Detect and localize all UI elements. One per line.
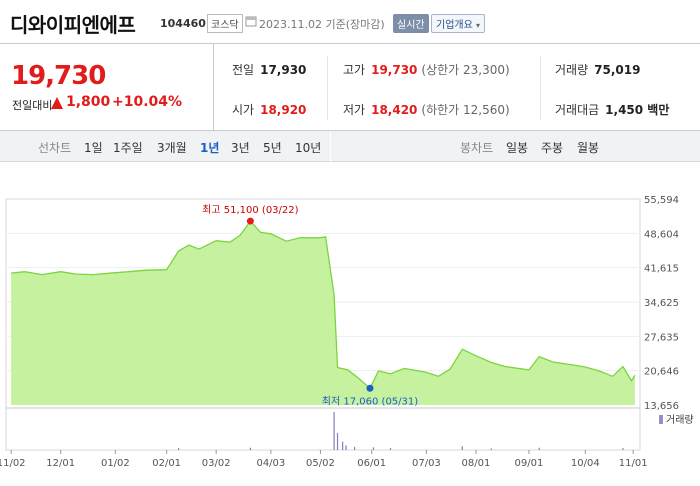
price-line <box>11 220 636 390</box>
change-label: 전일대비 <box>12 99 53 112</box>
open-price: 시가 18,920 <box>232 101 306 118</box>
chevron-down-icon: ▾ <box>476 21 481 30</box>
high-value: 19,730 <box>371 63 418 77</box>
price-area <box>11 221 635 405</box>
volume-bar <box>372 447 375 450</box>
price-change: 1,800 <box>66 94 111 110</box>
y-tick-label: 20,646 <box>644 367 679 378</box>
high-annotation: 최고 51,100 (03/22) <box>202 204 298 216</box>
divider <box>327 56 328 120</box>
x-tick-label: 04/03 <box>256 458 285 469</box>
tab-10y[interactable]: 10년 <box>295 141 322 155</box>
volume-bar <box>342 441 344 450</box>
y-tick-label: 48,604 <box>644 229 679 240</box>
line-chart-title: 선차트 <box>38 141 72 155</box>
price-change-percent: +10.04% <box>112 94 183 110</box>
company-overview-dropdown[interactable]: 기업개요 ▾ <box>431 14 486 33</box>
volume-bar <box>336 432 339 450</box>
volume-value: 75,019 <box>594 63 641 77</box>
x-tick-label: 07/03 <box>412 458 441 469</box>
tab-weekly[interactable]: 주봉 <box>541 141 564 155</box>
x-tick-label: 02/01 <box>152 458 181 469</box>
current-price: 19,730 <box>11 61 106 91</box>
volume-label: 거래량 <box>666 414 694 426</box>
high-marker <box>246 217 254 225</box>
low-marker <box>366 384 374 392</box>
candle-chart-title: 봉차트 <box>460 141 494 155</box>
tab-1w[interactable]: 1주일 <box>113 141 143 155</box>
volume-bar <box>333 412 335 450</box>
low-label: 저가 <box>343 103 366 117</box>
x-tick-label: 01/02 <box>101 458 130 469</box>
x-tick-label: 06/01 <box>357 458 386 469</box>
base-date: 2023.11.02 기준(장마감) <box>259 18 385 31</box>
tab-monthly[interactable]: 월봉 <box>577 141 600 155</box>
volume-bar <box>249 447 251 450</box>
volume-bar <box>490 448 492 450</box>
open-value: 18,920 <box>260 103 307 117</box>
y-tick-label: 55,594 <box>644 195 679 206</box>
x-tick-label: 10/04 <box>571 458 600 469</box>
volume-bar <box>461 446 463 450</box>
y-tick-label: 34,625 <box>644 298 679 309</box>
x-tick-label: 11/02 <box>0 458 26 469</box>
stock-header: 디와이피엔에프 104460 코스닥 2023.11.02 기준(장마감) 실시… <box>0 0 700 44</box>
volume-bar <box>345 445 347 450</box>
up-arrow-icon <box>51 97 63 109</box>
tab-1y[interactable]: 1년 <box>200 141 220 155</box>
y-tick-label: 27,635 <box>644 332 679 343</box>
current-price-panel: 19,730 전일대비 1,800 +10.04% <box>0 44 214 131</box>
amount-label: 거래대금 <box>555 103 600 117</box>
x-tick-label: 09/01 <box>515 458 544 469</box>
stock-code: 104460 <box>160 17 206 30</box>
high-label: 고가 <box>343 63 366 77</box>
low-annotation: 최저 17,060 (05/31) <box>322 395 418 407</box>
tab-3y[interactable]: 3년 <box>231 141 250 155</box>
calendar-icon <box>245 16 257 27</box>
volume-bar <box>354 446 356 450</box>
chart-period-tabs: 선차트 1일 1주일 3개월 1년 3년 5년 10년 봉차트 일봉 주봉 월봉 <box>0 131 700 162</box>
high-price: 고가 19,730 (상한가 23,300) <box>343 61 510 78</box>
divider <box>540 56 541 120</box>
price-chart[interactable]: 55,594 48,604 41,615 34,625 27,635 20,646 13,6… <box>0 162 700 486</box>
x-tick-label: 03/02 <box>202 458 231 469</box>
tab-daily[interactable]: 일봉 <box>506 141 529 155</box>
volume: 거래량 75,019 <box>555 61 640 78</box>
volume-label: 거래량 <box>555 63 589 77</box>
x-tick-label: 08/01 <box>462 458 491 469</box>
prev-close: 전일 17,930 <box>232 61 306 78</box>
x-tick-label: 05/02 <box>306 458 335 469</box>
tab-3m[interactable]: 3개월 <box>157 141 187 155</box>
x-tick-label: 11/01 <box>619 458 648 469</box>
company-overview-label: 기업개요 <box>436 20 473 31</box>
low-value: 18,420 <box>371 103 418 117</box>
realtime-button[interactable]: 실시간 <box>393 14 429 33</box>
prev-close-label: 전일 <box>232 63 255 77</box>
price-summary: 19,730 전일대비 1,800 +10.04% 전일 17,930 고가 19,… <box>0 44 700 131</box>
lower-limit: (하한가 12,560) <box>421 103 510 117</box>
low-price: 저가 18,420 (하한가 12,560) <box>343 101 510 118</box>
volume-bar <box>622 448 624 450</box>
y-tick-label: 13,656 <box>644 401 679 412</box>
open-label: 시가 <box>232 103 255 117</box>
upper-limit: (상한가 23,300) <box>421 63 510 77</box>
y-tick-label: 41,615 <box>644 264 679 275</box>
tab-1d[interactable]: 1일 <box>84 141 103 155</box>
tab-5y[interactable]: 5년 <box>263 141 282 155</box>
tab-divider <box>330 131 331 162</box>
volume-bar <box>389 448 392 450</box>
prev-close-value: 17,930 <box>260 63 307 77</box>
volume-legend-swatch <box>659 415 663 424</box>
x-tick-label: 12/01 <box>46 458 75 469</box>
stock-name: 디와이피엔에프 <box>10 13 136 37</box>
volume-bar <box>177 448 180 450</box>
amount-value: 1,450 백만 <box>605 103 670 117</box>
market-badge: 코스닥 <box>207 14 243 33</box>
trade-amount: 거래대금 1,450 백만 <box>555 101 669 118</box>
volume-bar <box>538 447 540 450</box>
